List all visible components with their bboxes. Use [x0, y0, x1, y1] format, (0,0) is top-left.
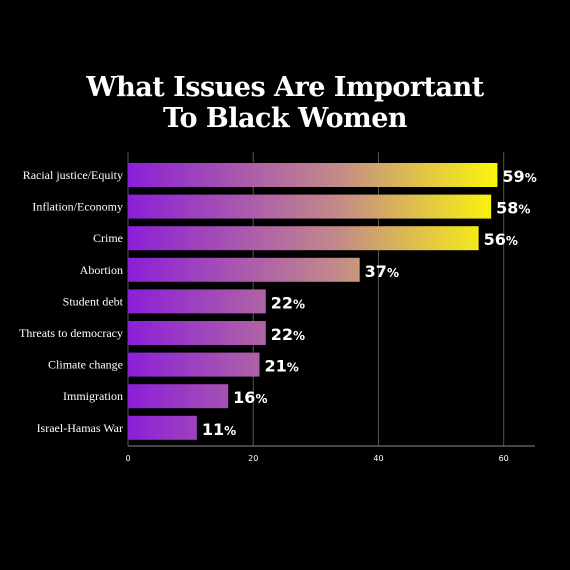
- value-label: 16%: [233, 388, 267, 407]
- category-label: Immigration: [63, 389, 123, 403]
- x-tick-label: 60: [499, 454, 509, 463]
- value-suffix: %: [293, 297, 305, 311]
- category-label: Student debt: [63, 294, 124, 308]
- value-label: 59%: [502, 167, 536, 186]
- value-label: 21%: [264, 357, 298, 376]
- bar: [128, 163, 498, 187]
- value-suffix: %: [293, 329, 305, 343]
- category-label: Racial justice/Equity: [23, 168, 123, 182]
- bar: [128, 226, 479, 251]
- bar: [128, 321, 266, 345]
- bar: [128, 194, 492, 219]
- x-tick-label: 0: [125, 454, 130, 463]
- value-suffix: %: [518, 203, 530, 217]
- x-tick-label: 20: [248, 454, 258, 463]
- x-axis: 0 20 40 60: [125, 445, 535, 463]
- category-label: Abortion: [80, 263, 123, 277]
- bar: [128, 289, 266, 314]
- value-label: 58%: [496, 199, 530, 218]
- category-label: Crime: [93, 231, 123, 245]
- value-label: 22%: [271, 293, 305, 312]
- bar: [128, 257, 360, 282]
- value-label: 37%: [365, 262, 399, 281]
- bar: [128, 415, 197, 440]
- value-suffix: %: [525, 171, 537, 185]
- bar: [128, 352, 260, 377]
- category-label: Threats to democracy: [19, 326, 123, 340]
- value-label: 22%: [271, 325, 305, 344]
- x-tick-label: 40: [373, 454, 383, 463]
- value-suffix: %: [387, 266, 399, 280]
- bar: [128, 384, 229, 409]
- value-label: 11%: [202, 420, 236, 439]
- chart-title: What Issues Are Important To Black Women: [0, 72, 570, 134]
- chart-title-line-2: To Black Women: [162, 103, 408, 134]
- value-suffix: %: [255, 392, 267, 406]
- value-suffix: %: [224, 424, 236, 438]
- value-suffix: %: [287, 361, 299, 375]
- bar-layer: Racial justice/Equity 59% Inflation/Econom…: [19, 163, 537, 440]
- value-label: 56%: [484, 230, 518, 249]
- value-suffix: %: [506, 234, 518, 248]
- category-label: Israel-Hamas War: [37, 421, 123, 435]
- category-label: Inflation/Economy: [32, 200, 123, 214]
- chart-title-line-1: What Issues Are Important: [86, 72, 484, 103]
- category-label: Climate change: [48, 358, 123, 372]
